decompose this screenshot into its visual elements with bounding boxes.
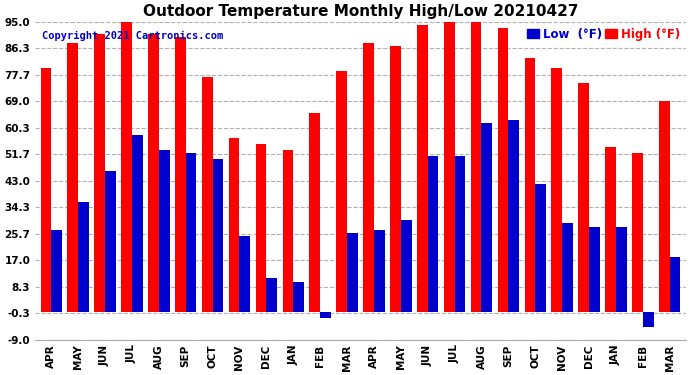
- Bar: [255, 144, 266, 312]
- Bar: [121, 19, 132, 312]
- Bar: [589, 226, 600, 312]
- Text: Copyright 2021 Cartronics.com: Copyright 2021 Cartronics.com: [41, 31, 223, 41]
- Bar: [551, 68, 562, 312]
- Bar: [578, 83, 589, 312]
- Bar: [524, 58, 535, 312]
- Bar: [51, 230, 62, 312]
- Bar: [68, 43, 78, 312]
- Bar: [266, 279, 277, 312]
- Bar: [497, 28, 509, 312]
- Bar: [186, 153, 197, 312]
- Bar: [374, 230, 385, 312]
- Bar: [535, 184, 546, 312]
- Bar: [202, 77, 213, 312]
- Legend: Low  (°F), High (°F): Low (°F), High (°F): [527, 28, 680, 40]
- Bar: [401, 220, 411, 312]
- Bar: [428, 156, 438, 312]
- Bar: [282, 150, 293, 312]
- Bar: [159, 150, 170, 312]
- Bar: [670, 257, 680, 312]
- Bar: [509, 120, 519, 312]
- Bar: [239, 236, 250, 312]
- Bar: [616, 226, 627, 312]
- Bar: [444, 22, 455, 312]
- Bar: [132, 135, 143, 312]
- Bar: [632, 153, 643, 312]
- Bar: [78, 202, 89, 312]
- Bar: [659, 101, 670, 312]
- Bar: [417, 25, 428, 312]
- Bar: [320, 312, 331, 318]
- Bar: [309, 113, 320, 312]
- Bar: [336, 70, 347, 312]
- Bar: [363, 43, 374, 312]
- Bar: [390, 46, 401, 312]
- Bar: [229, 138, 239, 312]
- Bar: [605, 147, 616, 312]
- Bar: [175, 37, 186, 312]
- Bar: [213, 159, 224, 312]
- Bar: [643, 312, 653, 327]
- Bar: [293, 282, 304, 312]
- Bar: [95, 34, 105, 312]
- Title: Outdoor Temperature Monthly High/Low 20210427: Outdoor Temperature Monthly High/Low 202…: [143, 4, 578, 19]
- Bar: [482, 123, 492, 312]
- Bar: [347, 232, 358, 312]
- Bar: [105, 171, 116, 312]
- Bar: [148, 34, 159, 312]
- Bar: [41, 68, 51, 312]
- Bar: [562, 224, 573, 312]
- Bar: [471, 22, 482, 312]
- Bar: [455, 156, 465, 312]
